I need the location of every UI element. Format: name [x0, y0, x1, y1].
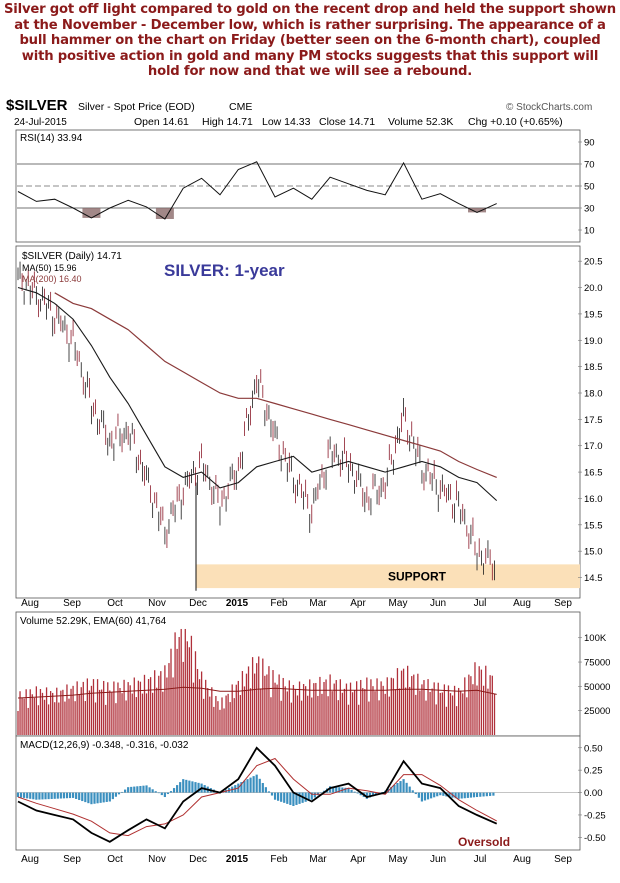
macd-signal-line	[17, 757, 497, 837]
price-tick-label: 16.5	[584, 468, 603, 479]
macd-tick-label: 0.25	[584, 766, 603, 777]
x-axis-label: Jul	[474, 598, 487, 609]
x-axis-label: Jun	[430, 854, 446, 865]
chart-symbol: $SILVER	[6, 97, 68, 114]
ohlc-volume: Volume 52.3K	[388, 116, 453, 128]
x-axis-label: 2015	[226, 598, 249, 609]
macd-tick-label: -0.50	[584, 833, 606, 844]
rsi-oversold-fill	[82, 208, 101, 218]
x-axis-label: Dec	[189, 598, 207, 609]
support-zone	[196, 564, 580, 589]
chart-exchange: CME	[229, 101, 252, 113]
x-axis-label: Aug	[513, 854, 531, 865]
rsi-tick-label: 90	[584, 138, 595, 149]
ohlc-high: High 14.71	[202, 116, 253, 128]
ohlc-open: Open 14.61	[134, 116, 189, 128]
x-axis-label: Oct	[107, 854, 123, 865]
x-axis-label: Aug	[21, 598, 39, 609]
price-tick-label: 19.0	[584, 336, 603, 347]
rsi-panel: 90 70 50 30 10	[17, 138, 595, 237]
x-axis-label: Sep	[63, 854, 81, 865]
rsi-tick-label: 50	[584, 182, 595, 193]
x-axis-label: Jun	[430, 598, 446, 609]
x-axis-label: Feb	[270, 598, 288, 609]
price-tick-label: 20.0	[584, 283, 603, 294]
price-legend-ma50: MA(50) 15.96	[22, 263, 77, 273]
rsi-tick-label: 70	[584, 160, 595, 171]
x-axis-label: Nov	[148, 598, 166, 609]
macd-tick-label: -0.25	[584, 810, 606, 821]
rsi-tick-label: 30	[584, 204, 595, 215]
macd-panel: 0.50 0.25 0.00 -0.25 -0.50	[16, 743, 606, 844]
price-tick-label: 17.5	[584, 415, 603, 426]
x-axis: Aug Sep Oct Nov Dec 2015 Feb Mar Apr May Jun Jul Aug…	[21, 598, 572, 865]
ohlc-change: Chg +0.10 (+0.65%)	[468, 116, 563, 128]
x-axis-label: Mar	[309, 598, 327, 609]
ma50-line	[17, 286, 498, 502]
support-label: SUPPORT	[388, 569, 447, 583]
macd-tick-label: 0.00	[584, 788, 603, 799]
macd-line	[17, 746, 498, 843]
chart-instrument-name: Silver - Spot Price (EOD)	[78, 101, 195, 113]
rsi-oversold-fill	[468, 208, 487, 213]
ohlc-low: Low 14.33	[262, 116, 311, 128]
x-axis-label: Mar	[309, 854, 327, 865]
price-tick-label: 16.0	[584, 494, 603, 505]
volume-tick-label: 50000	[584, 682, 610, 693]
x-axis-label: Jul	[474, 854, 487, 865]
chart-date: 24-Jul-2015	[14, 117, 67, 128]
x-axis-label: Apr	[350, 598, 366, 609]
price-tick-label: 15.0	[584, 547, 603, 558]
oversold-annotation: Oversold	[458, 835, 510, 849]
price-tick-label: 14.5	[584, 573, 603, 584]
x-axis-label: Dec	[189, 854, 207, 865]
price-panel-frame	[15, 245, 581, 599]
stockcharts-brand: © StockCharts.com	[506, 102, 592, 113]
price-tick-label: 18.0	[584, 389, 603, 400]
x-axis-label: Sep	[63, 598, 81, 609]
rsi-legend: RSI(14) 33.94	[20, 133, 83, 144]
price-legend-ma200: MA(200) 16.40	[22, 274, 82, 284]
rsi-tick-label: 10	[584, 226, 595, 237]
x-axis-label: Oct	[107, 598, 123, 609]
ma200-line	[54, 292, 497, 478]
price-panel: SUPPORT 20.5 20.0 19.5 19.0 18.5 18.0 17.5 17.0 1…	[17, 257, 603, 591]
x-axis-label: Nov	[148, 854, 166, 865]
macd-legend: MACD(12,26,9) -0.348, -0.316, -0.032	[20, 740, 189, 751]
x-axis-label: May	[389, 854, 408, 865]
x-axis-label: Apr	[350, 854, 366, 865]
volume-ema-line	[17, 686, 497, 699]
ohlc-close: Close 14.71	[319, 116, 375, 128]
volume-legend: Volume 52.29K, EMA(60) 41,764	[20, 616, 167, 627]
x-axis-label: 2015	[226, 854, 249, 865]
x-axis-label: Sep	[554, 598, 572, 609]
volume-panel: 100K 75000 50000 25000	[17, 628, 610, 735]
price-panel-title: SILVER: 1-year	[164, 261, 285, 280]
rsi-oversold-fill	[155, 208, 174, 219]
x-axis-label: Aug	[21, 854, 39, 865]
volume-tick-label: 75000	[584, 658, 610, 669]
x-axis-label: Aug	[513, 598, 531, 609]
volume-tick-label: 100K	[584, 633, 607, 644]
commentary-text: Silver got off light compared to gold on…	[4, 2, 616, 80]
price-tick-label: 19.5	[584, 309, 603, 320]
x-axis-label: Sep	[554, 854, 572, 865]
price-tick-label: 15.5	[584, 520, 603, 531]
price-legend-main: $SILVER (Daily) 14.71	[22, 251, 122, 262]
volume-tick-label: 25000	[584, 706, 610, 717]
x-axis-label: May	[389, 598, 408, 609]
rsi-line	[17, 161, 497, 220]
macd-tick-label: 0.50	[584, 743, 603, 754]
x-axis-label: Feb	[270, 854, 288, 865]
price-tick-label: 18.5	[584, 362, 603, 373]
price-tick-label: 17.0	[584, 441, 603, 452]
price-tick-label: 20.5	[584, 257, 603, 268]
